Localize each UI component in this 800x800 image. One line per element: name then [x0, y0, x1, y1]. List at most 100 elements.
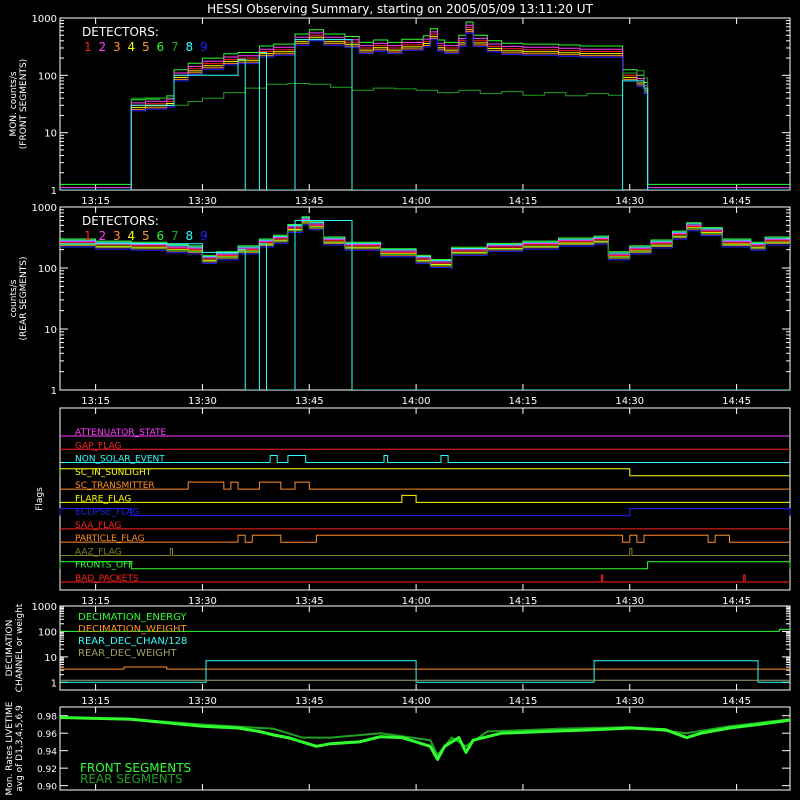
y-tick-label: 1000 — [32, 602, 57, 613]
x-tick-label: 13:45 — [295, 196, 324, 207]
flag-label: GAP_FLAG — [75, 441, 121, 451]
legend-detector-8: 8 — [186, 229, 194, 243]
flag-trace — [59, 561, 791, 570]
y-tick-label: 1 — [51, 186, 57, 197]
x-tick-label: 14:00 — [402, 696, 431, 707]
x-tick-label: 13:15 — [81, 196, 110, 207]
y-tick-label: 1 — [51, 386, 57, 397]
y-tick-label: 0.98 — [37, 713, 57, 723]
legend-detector-6: 6 — [157, 229, 165, 243]
detector-8-series — [60, 220, 790, 390]
legend-detector-8: 8 — [186, 40, 194, 54]
y-tick-label: 100 — [38, 71, 57, 82]
x-tick-label: 13:45 — [295, 596, 324, 607]
legend-detector-1: 1 — [84, 40, 92, 54]
legend-entry: DECIMATION_WEIGHT — [78, 624, 187, 635]
legend-detector-1: 1 — [84, 229, 92, 243]
y-axis-title-2: CHANNEL or weight — [15, 603, 25, 692]
flag-label: ECLIPSE_FLAG — [75, 508, 139, 518]
flag-trace — [60, 548, 790, 556]
y-tick-label: 0.94 — [37, 748, 57, 758]
y-axis-title: Mon. Rates LIVETIME — [5, 701, 15, 795]
y-tick-label: 0.96 — [37, 730, 57, 740]
legend-title: DETECTORS: — [82, 25, 159, 39]
x-tick-label: 14:45 — [722, 596, 751, 607]
legend-detector-2: 2 — [99, 40, 107, 54]
legend-detector-3: 3 — [113, 40, 121, 54]
y-axis-title: counts/s — [9, 279, 19, 317]
legend-detector-6: 6 — [157, 40, 165, 54]
y-tick-label: 10 — [44, 653, 57, 664]
legend-entry: REAR_DEC_WEIGHT — [78, 648, 177, 659]
x-tick-label: 14:30 — [615, 196, 644, 207]
legend-entry: REAR SEGMENTS — [80, 772, 183, 786]
legend-entry: FRONT SEGMENTS — [80, 761, 191, 775]
x-tick-label: 14:30 — [615, 596, 644, 607]
decimation-series — [60, 660, 790, 683]
y-axis-title: Flags — [35, 487, 45, 511]
flag-label: SC_TRANSMITTER — [75, 481, 155, 491]
flag-label: SAA_FLAG — [75, 521, 121, 531]
panel-decimation: 1 10 100 1000 13:15 13:30 13:45 14:00 14:15 14:30… — [5, 602, 791, 707]
y-tick-label: 10 — [44, 325, 57, 336]
legend-detector-4: 4 — [128, 229, 136, 243]
y-axis-title-2: (FRONT SEGMENTS) — [19, 59, 29, 149]
y-axis-title-2: (REAR SEGMENTS) — [19, 256, 29, 340]
detector-series — [60, 218, 790, 265]
legend-detector-3: 3 — [113, 229, 121, 243]
x-tick-label: 14:00 — [402, 396, 431, 407]
x-tick-label: 14:45 — [722, 696, 751, 707]
plot-frame — [59, 706, 791, 791]
x-tick-label: 13:15 — [81, 696, 110, 707]
flag-label: PARTICLE_FLAG — [75, 534, 145, 544]
x-tick-label: 14:15 — [509, 396, 538, 407]
detector-7-series — [131, 70, 790, 190]
flag-label: BAD_PACKETS — [75, 574, 139, 584]
legend-detector-7: 7 — [171, 229, 179, 243]
y-tick-label: 1000 — [32, 14, 57, 25]
detector-series — [60, 32, 790, 190]
y-tick-label: 0.90 — [37, 783, 57, 793]
figure-title: HESSI Observing Summary, starting on 200… — [207, 2, 593, 16]
y-tick-label: 1000 — [32, 203, 57, 214]
legend-title: DETECTORS: — [82, 214, 159, 228]
flag-trace — [59, 508, 791, 517]
x-tick-label: 14:15 — [509, 596, 538, 607]
flag-label: AAZ_FLAG — [75, 547, 122, 557]
y-tick-label: 1 — [51, 678, 57, 689]
detector-series — [60, 222, 790, 268]
decimation-series — [60, 628, 790, 632]
x-tick-label: 14:45 — [722, 196, 751, 207]
y-tick-label: 0.92 — [37, 765, 57, 775]
x-tick-label: 13:30 — [188, 696, 217, 707]
panel-front: 1 10 100 1000 13:15 13:30 13:45 14:00 14:15 14:30… — [9, 14, 791, 207]
plot-frame — [59, 407, 791, 591]
flag-label: FRONTS_OFF — [75, 561, 133, 571]
x-tick-label: 13:30 — [188, 596, 217, 607]
x-tick-label: 13:15 — [81, 596, 110, 607]
flag-label: FLARE_FLAG — [75, 494, 131, 504]
x-tick-label: 13:45 — [295, 696, 324, 707]
flag-trace — [60, 534, 790, 543]
plot-frame — [59, 605, 791, 691]
flag-trace — [60, 494, 790, 503]
legend-detector-2: 2 — [99, 229, 107, 243]
legend-detector-5: 5 — [142, 40, 150, 54]
flag-label: ATTENUATOR_STATE — [75, 428, 167, 438]
flag-trace — [60, 455, 790, 464]
legend-detector-9: 9 — [200, 229, 208, 243]
legend-detector-4: 4 — [128, 40, 136, 54]
x-tick-label: 14:00 — [402, 196, 431, 207]
x-tick-label: 13:30 — [188, 196, 217, 207]
legend-detector-7: 7 — [171, 40, 179, 54]
x-tick-label: 14:45 — [722, 396, 751, 407]
detector-8-series — [60, 39, 790, 190]
x-tick-label: 13:45 — [295, 396, 324, 407]
x-tick-label: 14:15 — [509, 696, 538, 707]
x-tick-label: 14:00 — [402, 596, 431, 607]
panel-rear: 1 10 100 1000 13:15 13:30 13:45 14:00 14:15 14:30… — [9, 203, 791, 407]
x-tick-label: 13:30 — [188, 396, 217, 407]
y-axis-title-2: avg of D1,3,4,5,6,9 — [15, 705, 25, 792]
y-tick-label: 100 — [38, 264, 57, 275]
panel-livetime: 0.90 0.92 0.94 0.96 0.98 Mon. Rates LIVETIME a… — [5, 701, 791, 796]
